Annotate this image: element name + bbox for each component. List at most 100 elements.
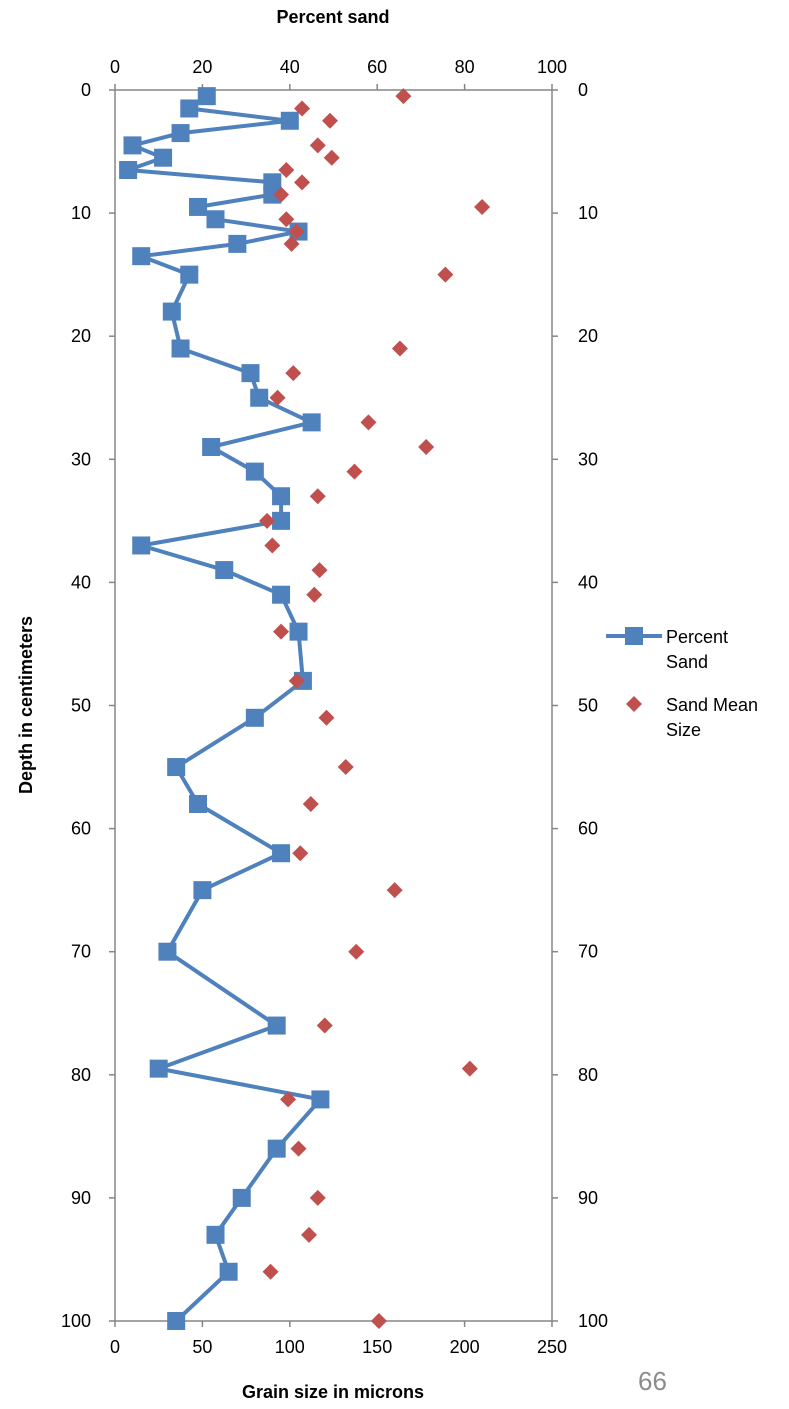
data-point-sand-mean-size xyxy=(288,672,305,689)
data-point-sand-mean-size xyxy=(301,1226,318,1243)
data-point-percent-sand xyxy=(272,844,291,863)
top-axis-title: Percent sand xyxy=(276,7,389,27)
left-axis-tick-label: 20 xyxy=(71,326,91,346)
data-point-percent-sand xyxy=(119,161,138,180)
data-point-sand-mean-size xyxy=(309,137,326,154)
data-point-sand-mean-size xyxy=(302,795,319,812)
data-point-percent-sand xyxy=(206,210,225,229)
legend-marker-percent-sand xyxy=(625,627,643,645)
series-line-percent-sand xyxy=(126,94,323,1323)
data-point-sand-mean-size xyxy=(323,149,340,166)
data-point-sand-mean-size xyxy=(309,1189,326,1206)
data-point-sand-mean-size xyxy=(294,100,311,117)
data-point-sand-mean-size xyxy=(474,198,491,215)
data-point-sand-mean-size xyxy=(395,88,412,105)
data-point-sand-mean-size xyxy=(318,709,335,726)
right-axis-tick-label: 70 xyxy=(578,942,598,962)
data-point-sand-mean-size xyxy=(370,1313,387,1329)
data-point-percent-sand xyxy=(154,148,173,167)
legend: Percent Sand Sand Mean Size xyxy=(606,627,758,740)
data-point-sand-mean-size xyxy=(283,235,300,252)
bottom-axis-tick-label: 0 xyxy=(110,1337,120,1357)
data-point-sand-mean-size xyxy=(269,389,286,406)
data-point-percent-sand xyxy=(302,413,321,432)
data-point-sand-mean-size xyxy=(288,223,305,240)
right-axis-tick-label: 100 xyxy=(578,1311,608,1331)
right-axis-tick-label: 40 xyxy=(578,572,598,592)
right-axis-tick-label: 60 xyxy=(578,819,598,839)
top-axis-tick-label: 40 xyxy=(280,57,300,77)
data-point-percent-sand xyxy=(167,1312,186,1330)
data-point-sand-mean-size xyxy=(348,943,365,960)
legend-marker-sand-mean-size xyxy=(626,696,642,712)
top-axis-tick-label: 0 xyxy=(110,57,120,77)
data-point-sand-mean-size xyxy=(294,174,311,191)
data-point-percent-sand xyxy=(245,462,264,481)
data-point-percent-sand xyxy=(272,585,291,604)
data-point-percent-sand xyxy=(232,1188,251,1207)
data-point-percent-sand xyxy=(171,339,190,358)
data-point-sand-mean-size xyxy=(292,845,309,862)
data-point-sand-mean-size xyxy=(259,512,276,529)
series-sand-mean-size xyxy=(259,88,491,1329)
data-point-percent-sand xyxy=(228,234,247,253)
data-point-percent-sand xyxy=(132,247,151,266)
data-point-sand-mean-size xyxy=(418,438,435,455)
data-point-percent-sand xyxy=(123,136,142,155)
left-axis-tick-label: 90 xyxy=(71,1188,91,1208)
data-point-sand-mean-size xyxy=(322,112,339,129)
data-point-sand-mean-size xyxy=(262,1263,279,1280)
data-point-percent-sand xyxy=(267,1016,286,1035)
bottom-axis-tick-label: 100 xyxy=(275,1337,305,1357)
right-axis-tick-label: 10 xyxy=(578,203,598,223)
top-axis-tick-label: 100 xyxy=(537,57,567,77)
data-point-sand-mean-size xyxy=(311,562,328,579)
data-point-sand-mean-size xyxy=(386,882,403,899)
right-axis-tick-label: 30 xyxy=(578,449,598,469)
data-point-percent-sand xyxy=(267,1139,286,1158)
legend-label-sand-mean-size: Sand Mean Size xyxy=(666,695,758,740)
data-point-sand-mean-size xyxy=(309,488,326,505)
left-axis-tick-label: 40 xyxy=(71,572,91,592)
left-axis-tick-label: 80 xyxy=(71,1065,91,1085)
left-axis-tick-label: 60 xyxy=(71,819,91,839)
data-point-sand-mean-size xyxy=(306,586,323,603)
data-point-sand-mean-size xyxy=(280,1091,297,1108)
data-point-sand-mean-size xyxy=(346,463,363,480)
legend-item-sand-mean-size: Sand Mean Size xyxy=(626,695,758,740)
data-point-percent-sand xyxy=(250,388,269,407)
data-point-sand-mean-size xyxy=(273,186,290,203)
left-axis-tick-label: 0 xyxy=(81,80,91,100)
data-point-percent-sand xyxy=(215,561,234,580)
data-point-percent-sand xyxy=(280,111,299,130)
data-point-percent-sand xyxy=(189,794,208,813)
series-percent-sand xyxy=(119,87,330,1330)
legend-item-percent-sand: Percent Sand xyxy=(606,627,728,672)
data-point-sand-mean-size xyxy=(278,211,295,228)
data-point-percent-sand xyxy=(289,622,308,641)
data-point-sand-mean-size xyxy=(337,759,354,776)
data-point-percent-sand xyxy=(219,1262,238,1281)
legend-label-percent-sand: Percent Sand xyxy=(666,627,728,672)
data-point-sand-mean-size xyxy=(437,266,454,283)
data-point-percent-sand xyxy=(202,437,221,456)
top-axis-tick-label: 60 xyxy=(367,57,387,77)
left-axis-title: Depth in centimeters xyxy=(16,616,36,794)
data-point-percent-sand xyxy=(167,758,186,777)
left-axis-tick-label: 30 xyxy=(71,449,91,469)
data-point-percent-sand xyxy=(180,99,199,118)
data-point-sand-mean-size xyxy=(278,162,295,179)
bottom-axis-title: Grain size in microns xyxy=(242,1382,424,1402)
data-point-percent-sand xyxy=(241,364,260,383)
left-axis-tick-label: 10 xyxy=(71,203,91,223)
page-number: 66 xyxy=(638,1366,667,1396)
left-axis-tick-label: 70 xyxy=(71,942,91,962)
right-axis-tick-label: 20 xyxy=(578,326,598,346)
bottom-axis-tick-label: 150 xyxy=(362,1337,392,1357)
data-point-percent-sand xyxy=(180,265,199,284)
data-point-percent-sand xyxy=(272,487,291,506)
data-point-sand-mean-size xyxy=(264,537,281,554)
data-point-sand-mean-size xyxy=(461,1060,478,1077)
